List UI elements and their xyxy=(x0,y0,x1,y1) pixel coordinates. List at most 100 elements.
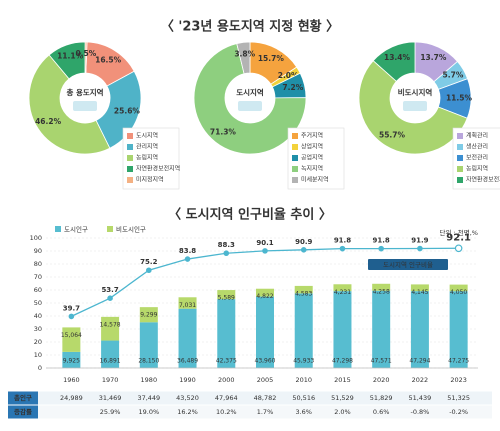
legend-swatch xyxy=(457,177,463,183)
table-cell: 10.2% xyxy=(216,408,237,416)
legend-swatch xyxy=(107,226,113,232)
annotation: 도시지역 인구비율 xyxy=(383,260,433,269)
slice-label: 7.2% xyxy=(282,83,303,92)
legend-label: 미지정지역 xyxy=(136,176,164,184)
bar-segment xyxy=(449,284,468,292)
y-tick-label: 60 xyxy=(34,286,42,294)
bar-segment xyxy=(62,351,81,368)
bar-value-label: 16,891 xyxy=(100,358,121,365)
y-tick-label: 0 xyxy=(38,364,42,372)
bar-segment xyxy=(410,291,429,368)
y-tick-label: 70 xyxy=(34,273,42,281)
table-cell: 31,469 xyxy=(99,394,122,402)
table-cell: -0.8% xyxy=(410,408,429,416)
bar-segment xyxy=(101,340,120,368)
line-value-label: 90.9 xyxy=(295,238,312,246)
bar-value-label: 36,489 xyxy=(177,358,198,365)
y-tick-label: 10 xyxy=(34,351,42,359)
legend-label: 관리지역 xyxy=(136,143,158,151)
table-row-bg xyxy=(8,391,492,405)
legend-label: 자연환경보전지역 xyxy=(136,165,180,173)
legend-swatch xyxy=(457,166,463,172)
line-marker xyxy=(223,250,230,257)
x-tick-label: 2010 xyxy=(295,376,312,384)
line-value-label: 83.8 xyxy=(179,247,196,255)
table-cell: 47,964 xyxy=(215,394,238,402)
table-cell: 51,325 xyxy=(447,394,470,402)
x-tick-label: 2000 xyxy=(218,376,235,384)
line-marker xyxy=(378,245,384,252)
bar-value-label: 47,294 xyxy=(409,358,430,365)
bar-value-label: 14,578 xyxy=(100,321,121,328)
bar-segment xyxy=(256,288,274,297)
pie-title: 총 용도지역 xyxy=(66,87,103,97)
slice-label: 11.5% xyxy=(446,93,473,102)
legend-label: 상업지역 xyxy=(301,143,323,151)
section-title: 〈 '23년 용도지역 지정 현황 〉 xyxy=(161,19,339,35)
x-tick-label: 1990 xyxy=(179,376,196,384)
legend-swatch xyxy=(55,226,61,232)
bar-value-label: 4,050 xyxy=(450,289,467,296)
table-row-bg xyxy=(8,405,492,419)
pie-center xyxy=(225,73,275,123)
legend-swatch xyxy=(127,133,133,139)
bar-value-label: 9,299 xyxy=(140,312,157,319)
legend-swatch xyxy=(127,166,133,172)
x-tick-label: 1970 xyxy=(102,376,119,384)
line-value-label: 91.8 xyxy=(373,237,390,245)
line-value-label: 88.3 xyxy=(218,241,235,249)
legend-label: 자연환경보전지역 xyxy=(466,176,500,184)
line-value-label: 53.7 xyxy=(101,286,118,294)
line-marker xyxy=(454,244,463,253)
line-marker xyxy=(68,313,75,320)
slice-label: 13.7% xyxy=(420,53,447,62)
table-cell: 0.6% xyxy=(373,408,390,416)
table-header: 증감률 xyxy=(14,407,32,416)
table-cell: 51,439 xyxy=(409,394,432,402)
slice-label: 55.7% xyxy=(379,131,406,140)
pie-center xyxy=(390,73,440,123)
line-value-label: 39.7 xyxy=(63,304,80,312)
line-value-label: 90.1 xyxy=(256,239,273,247)
line-marker xyxy=(300,247,307,253)
bar-value-label: 9,925 xyxy=(63,358,80,365)
x-tick-label: 2020 xyxy=(373,376,390,384)
line-marker xyxy=(417,245,423,252)
line-value-label: 75.2 xyxy=(140,258,157,266)
bar-value-label: 7,031 xyxy=(179,302,196,309)
center-icon xyxy=(403,101,427,111)
table-cell: 19.0% xyxy=(138,408,159,416)
x-tick-label: 1980 xyxy=(141,376,158,384)
bar-value-label: 4,258 xyxy=(373,288,390,295)
bar-segment xyxy=(139,307,158,323)
line-value-label: 92.1 xyxy=(446,232,471,243)
slice-label: 5.7% xyxy=(443,71,464,80)
bar-segment xyxy=(101,316,120,341)
bar-segment xyxy=(217,290,236,300)
y-tick-label: 50 xyxy=(34,299,42,307)
line-marker xyxy=(262,248,268,254)
legend-label: 공업지역 xyxy=(301,154,323,162)
slice-label: 13.4% xyxy=(384,53,411,62)
center-icon xyxy=(73,101,97,111)
bar-value-label: 4,583 xyxy=(295,290,312,297)
legend-swatch xyxy=(127,144,133,150)
slice-label: 0.5% xyxy=(75,49,96,58)
bar-segment xyxy=(333,291,352,368)
legend-swatch xyxy=(292,144,298,150)
legend-swatch xyxy=(292,166,298,172)
table-header-cell xyxy=(8,405,38,419)
legend-label: 도시지역 xyxy=(136,132,158,140)
bar-segment xyxy=(372,290,391,368)
bar-segment xyxy=(410,284,429,292)
bar-value-label: 4,231 xyxy=(334,289,351,296)
table-header-cell xyxy=(8,391,38,405)
bar-value-label: 47,275 xyxy=(448,358,469,365)
y-tick-label: 80 xyxy=(34,260,42,268)
table-cell: 25.9% xyxy=(100,408,121,416)
table-cell: 51,529 xyxy=(331,394,354,402)
legend-label: 농림지역 xyxy=(466,165,488,173)
legend-label: 생산관리 xyxy=(466,143,488,151)
pie-title: 도시지역 xyxy=(236,87,264,97)
